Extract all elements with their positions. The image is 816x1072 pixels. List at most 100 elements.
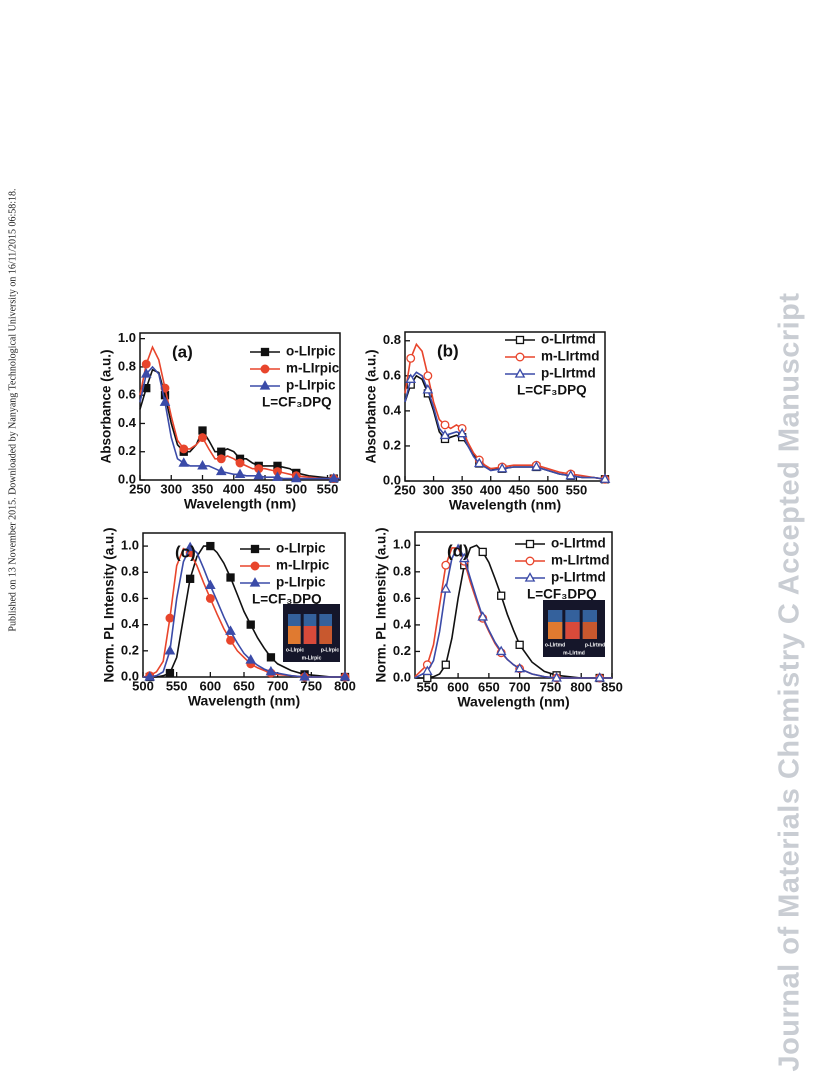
y-tick-label: 0.8 [121, 564, 139, 579]
marker [141, 359, 151, 369]
marker [206, 541, 215, 551]
marker [299, 671, 310, 681]
legend-marker [260, 347, 270, 357]
marker [253, 469, 265, 480]
x-tick-label: 250 [129, 481, 151, 496]
x-tick-label: 800 [334, 678, 356, 693]
legend-label: o-LIrtmd [541, 332, 596, 347]
legend-label: p-LIrtmd [551, 570, 606, 585]
marker [473, 457, 485, 468]
y-tick-label: 0.4 [121, 616, 140, 631]
legend-label: p-LIrtmd [541, 366, 596, 381]
inset-label: m-LIrtmd [563, 650, 585, 656]
marker [441, 660, 450, 669]
x-axis-label: Wavelength (nm) [457, 694, 569, 710]
legend-label: o-LIrpic [286, 344, 336, 359]
y-tick-label: 0.6 [118, 387, 136, 402]
series-line [404, 342, 606, 480]
marker [497, 591, 506, 600]
y-tick-label: 0.4 [118, 415, 137, 430]
y-tick-label: 0.0 [121, 668, 139, 683]
annotation: L=CF₃DPQ [252, 592, 322, 607]
y-axis-label: Absorbance (a.u.) [99, 349, 114, 463]
vial-liquid [288, 626, 301, 644]
marker [246, 620, 255, 629]
legend-marker [249, 577, 261, 587]
inset-label: m-LIrpic [302, 655, 322, 661]
vial-liquid [565, 622, 580, 639]
marker [225, 625, 236, 635]
marker [178, 457, 190, 467]
marker [226, 573, 235, 582]
marker [531, 461, 542, 471]
y-tick-label: 0.0 [118, 471, 136, 486]
marker [440, 583, 452, 593]
y-tick-label: 0.8 [393, 563, 411, 578]
x-tick-label: 650 [233, 678, 255, 693]
legend-marker [250, 561, 260, 571]
legend-label: m-LIrpic [286, 361, 340, 376]
marker [245, 654, 257, 664]
marker [328, 472, 340, 483]
y-tick-label: 1.0 [118, 330, 136, 345]
series-line [139, 365, 340, 480]
legend-marker [515, 335, 525, 345]
x-tick-label: 600 [199, 678, 221, 693]
marker [197, 460, 208, 470]
x-tick-label: 350 [192, 481, 214, 496]
marker [440, 420, 450, 430]
vial-liquid [319, 626, 332, 644]
x-tick-label: 700 [509, 679, 531, 694]
marker [422, 384, 434, 394]
marker [185, 574, 195, 583]
marker [140, 368, 152, 378]
x-axis-label: Wavelength (nm) [188, 693, 300, 709]
y-tick-label: 0.4 [393, 616, 412, 631]
x-tick-label: 800 [570, 679, 592, 694]
y-tick-label: 0.2 [118, 443, 136, 458]
vial-liquid [582, 622, 597, 639]
marker [198, 433, 207, 443]
marker [265, 665, 277, 676]
inset-label: o-LIrtmd [545, 642, 565, 648]
x-axis-label: Wavelength (nm) [449, 497, 561, 513]
marker [515, 640, 524, 649]
marker [179, 444, 189, 454]
x-tick-label: 550 [166, 678, 188, 693]
x-tick-label: 300 [423, 482, 445, 497]
plot-frame [414, 531, 613, 679]
marker [216, 454, 226, 464]
y-tick-label: 0.0 [383, 472, 401, 487]
marker [215, 465, 227, 476]
x-tick-label: 550 [317, 481, 339, 496]
series-line [139, 368, 340, 480]
y-axis-label: Norm. PL Intensity (a.u.) [374, 527, 389, 682]
annotation: L=CF₃DPQ [527, 587, 597, 602]
legend-label: m-LIrtmd [541, 349, 600, 364]
x-tick-label: 450 [254, 481, 276, 496]
marker [198, 426, 207, 435]
marker [441, 560, 451, 570]
marker [496, 462, 508, 473]
x-tick-label: 850 [601, 679, 623, 694]
y-tick-label: 0.6 [121, 590, 139, 605]
x-tick-label: 450 [508, 482, 530, 497]
x-tick-label: 600 [447, 679, 469, 694]
x-tick-label: 400 [223, 481, 245, 496]
annotation: L=CF₃DPQ [262, 395, 332, 410]
marker [234, 468, 246, 478]
marker [184, 541, 196, 552]
legend-marker [250, 544, 260, 554]
y-tick-label: 0.8 [383, 332, 401, 347]
marker [144, 671, 156, 681]
marker [290, 472, 302, 483]
marker [205, 594, 215, 603]
x-tick-label: 550 [416, 679, 438, 694]
marker [159, 396, 171, 406]
x-tick-label: 750 [540, 679, 562, 694]
y-tick-label: 0.4 [383, 402, 402, 417]
panel-label: (a) [172, 342, 193, 361]
marker [456, 427, 468, 438]
